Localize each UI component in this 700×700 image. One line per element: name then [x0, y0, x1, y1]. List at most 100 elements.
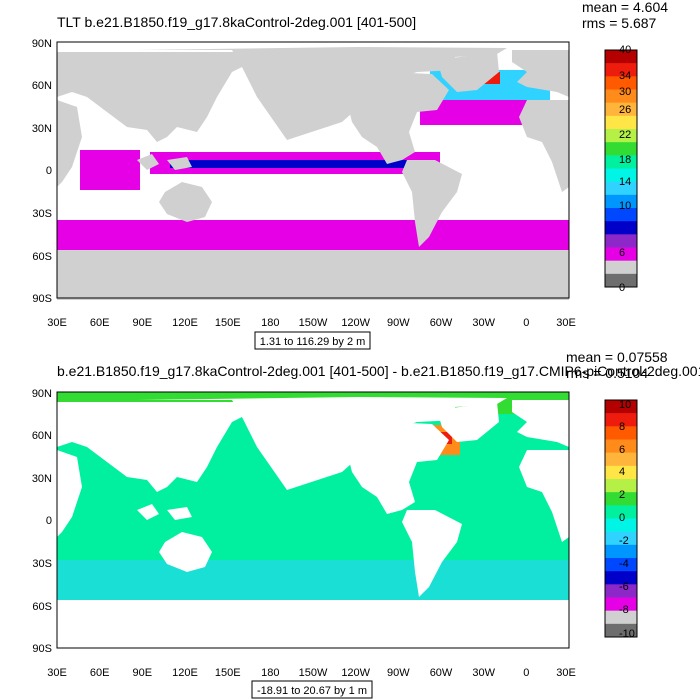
p2-cb-swatch-4: [605, 452, 637, 467]
p2-cb-swatch-16: [605, 610, 637, 625]
p1-cb-swatch-16: [605, 260, 637, 275]
p1-xtick-2: 90E: [133, 317, 153, 329]
p2-xtick-6: 150W: [299, 667, 328, 679]
p1-cb-label-5: 18: [619, 154, 631, 166]
p2-xtick-11: 0: [523, 667, 529, 679]
p2-cb-label-3: 4: [619, 466, 625, 478]
p1-cb-swatch-7: [605, 142, 637, 156]
panel-2: b.e21.B1850.f19_g17.8kaControl-2deg.001 …: [32, 349, 700, 699]
p2-xtick-2: 90E: [133, 667, 153, 679]
p1-cb-swatch-8: [605, 155, 637, 169]
p1-cb-swatch-2: [605, 76, 637, 90]
p1-xtick-1: 60E: [90, 317, 110, 329]
p2-cb-label-10: -10: [619, 628, 635, 640]
panel-1-colorbar-labels: 40 34 30 26 22 18 14 10 6 0: [619, 44, 631, 294]
p1-xtick-6: 150W: [299, 317, 328, 329]
p1-cb-swatch-0: [605, 50, 637, 64]
p2-ytick-90s: 90S: [32, 643, 52, 655]
panel-1-colorbar: [604, 49, 638, 288]
p2-ytick-60s: 60S: [32, 601, 52, 613]
p2-cb-label-0: 10: [619, 399, 631, 411]
p2-xtick-5: 180: [261, 667, 279, 679]
p2-cb-swatch-12: [605, 558, 637, 572]
p2-xtick-9: 60W: [430, 667, 453, 679]
p1-cb-swatch-5: [605, 115, 637, 130]
p2-ytick-30s: 30S: [32, 558, 52, 570]
p2-xtick-8: 90W: [387, 667, 410, 679]
panel-2-y-ticks: 90N 60N 30N 0 30S 60S 90S: [32, 388, 52, 655]
panel-1-x-ticks: 30E 60E 90E 120E 150E 180 150W 120W 90W …: [47, 317, 576, 329]
p2-cb-frame: [604, 399, 638, 638]
p1-xtick-3: 120E: [172, 317, 198, 329]
p1-cb-label-7: 10: [619, 200, 631, 212]
p2-cb-label-7: -4: [619, 558, 629, 570]
p2-cb-swatch-5: [605, 465, 637, 480]
p1-cb-swatch-4: [605, 102, 637, 117]
panel-1-y-ticks: 90N 60N 30N 0 30S 60S 90S: [32, 38, 52, 305]
panel-2-rms: rms = 0.5104: [566, 365, 648, 381]
panel-1-indopacific-band: [80, 150, 140, 190]
p2-ytick-60n: 60N: [32, 430, 52, 442]
panel-2-mean: mean = 0.07558: [566, 349, 668, 365]
p1-xtick-10: 30W: [472, 317, 495, 329]
p2-xtick-3: 120E: [172, 667, 198, 679]
p1-cb-swatch-13: [605, 221, 637, 235]
p1-cb-swatch-6: [605, 129, 637, 143]
p2-cb-swatch-13: [605, 571, 637, 585]
p1-xtick-5: 180: [261, 317, 279, 329]
panel-2-x-ticks: 30E 60E 90E 120E 150E 180 150W 120W 90W …: [47, 667, 576, 679]
p1-cb-label-3: 26: [619, 104, 631, 116]
p2-cb-label-8: -6: [619, 581, 629, 593]
p1-cb-frame: [604, 49, 638, 288]
panel-1: TLT b.e21.B1850.f19_g17.8kaControl-2deg.…: [32, 0, 668, 350]
p1-xtick-4: 150E: [215, 317, 241, 329]
panel-2-title: b.e21.B1850.f19_g17.8kaControl-2deg.001 …: [57, 363, 700, 379]
p1-xtick-12: 30E: [556, 317, 576, 329]
p2-cb-label-6: -2: [619, 535, 629, 547]
p1-ytick-90s: 90S: [32, 293, 52, 305]
p1-cb-label-6: 14: [619, 176, 631, 188]
p1-cb-swatch-3: [605, 89, 637, 103]
p2-cb-label-4: 2: [619, 489, 625, 501]
panel-1-range-label: 1.31 to 116.29 by 2 m: [260, 336, 366, 348]
p1-ytick-60s: 60S: [32, 251, 52, 263]
panel-1-map: [56, 41, 570, 300]
p1-cb-label-2: 30: [619, 86, 631, 98]
p1-ytick-0: 0: [46, 165, 52, 177]
p1-ytick-30s: 30S: [32, 208, 52, 220]
p2-cb-swatch-11: [605, 544, 637, 559]
p1-cb-swatch-11: [605, 194, 637, 209]
p1-ytick-90n: 90N: [32, 38, 52, 50]
p1-cb-swatch-9: [605, 168, 637, 182]
p2-cb-label-5: 0: [619, 512, 625, 524]
p2-cb-swatch-7: [605, 492, 637, 506]
p1-cb-swatch-12: [605, 208, 637, 222]
p1-cb-label-8: 6: [619, 247, 625, 259]
panel-2-range-box: [251, 680, 373, 699]
panel-1-title: TLT b.e21.B1850.f19_g17.8kaControl-2deg.…: [57, 14, 416, 30]
panel-1-equatorial-core: [170, 160, 410, 168]
p2-cb-label-1: 8: [619, 421, 625, 433]
p2-xtick-1: 60E: [90, 667, 110, 679]
p1-cb-label-9: 0: [619, 282, 625, 294]
p1-cb-swatch-17: [605, 273, 637, 288]
p2-cb-swatch-6: [605, 479, 637, 493]
p2-ytick-30n: 30N: [32, 473, 52, 485]
p2-cb-label-2: 6: [619, 444, 625, 456]
panel-2-range-label: -18.91 to 20.67 by 1 m: [257, 685, 367, 697]
p2-cb-swatch-0: [605, 400, 637, 414]
p2-cb-swatch-8: [605, 505, 637, 519]
p2-cb-swatch-1: [605, 413, 637, 427]
p2-ytick-90n: 90N: [32, 388, 52, 400]
p2-cb-label-9: -8: [619, 604, 629, 616]
p2-xtick-0: 30E: [47, 667, 67, 679]
p1-cb-swatch-14: [605, 234, 637, 248]
panel-2-map: [56, 391, 570, 650]
p2-cb-swatch-15: [605, 597, 637, 611]
panel-2-frame: [56, 391, 570, 649]
p1-cb-swatch-15: [605, 247, 637, 261]
p1-xtick-9: 60W: [430, 317, 453, 329]
panel-2-colorbar: [604, 399, 638, 638]
p2-ytick-0: 0: [46, 515, 52, 527]
